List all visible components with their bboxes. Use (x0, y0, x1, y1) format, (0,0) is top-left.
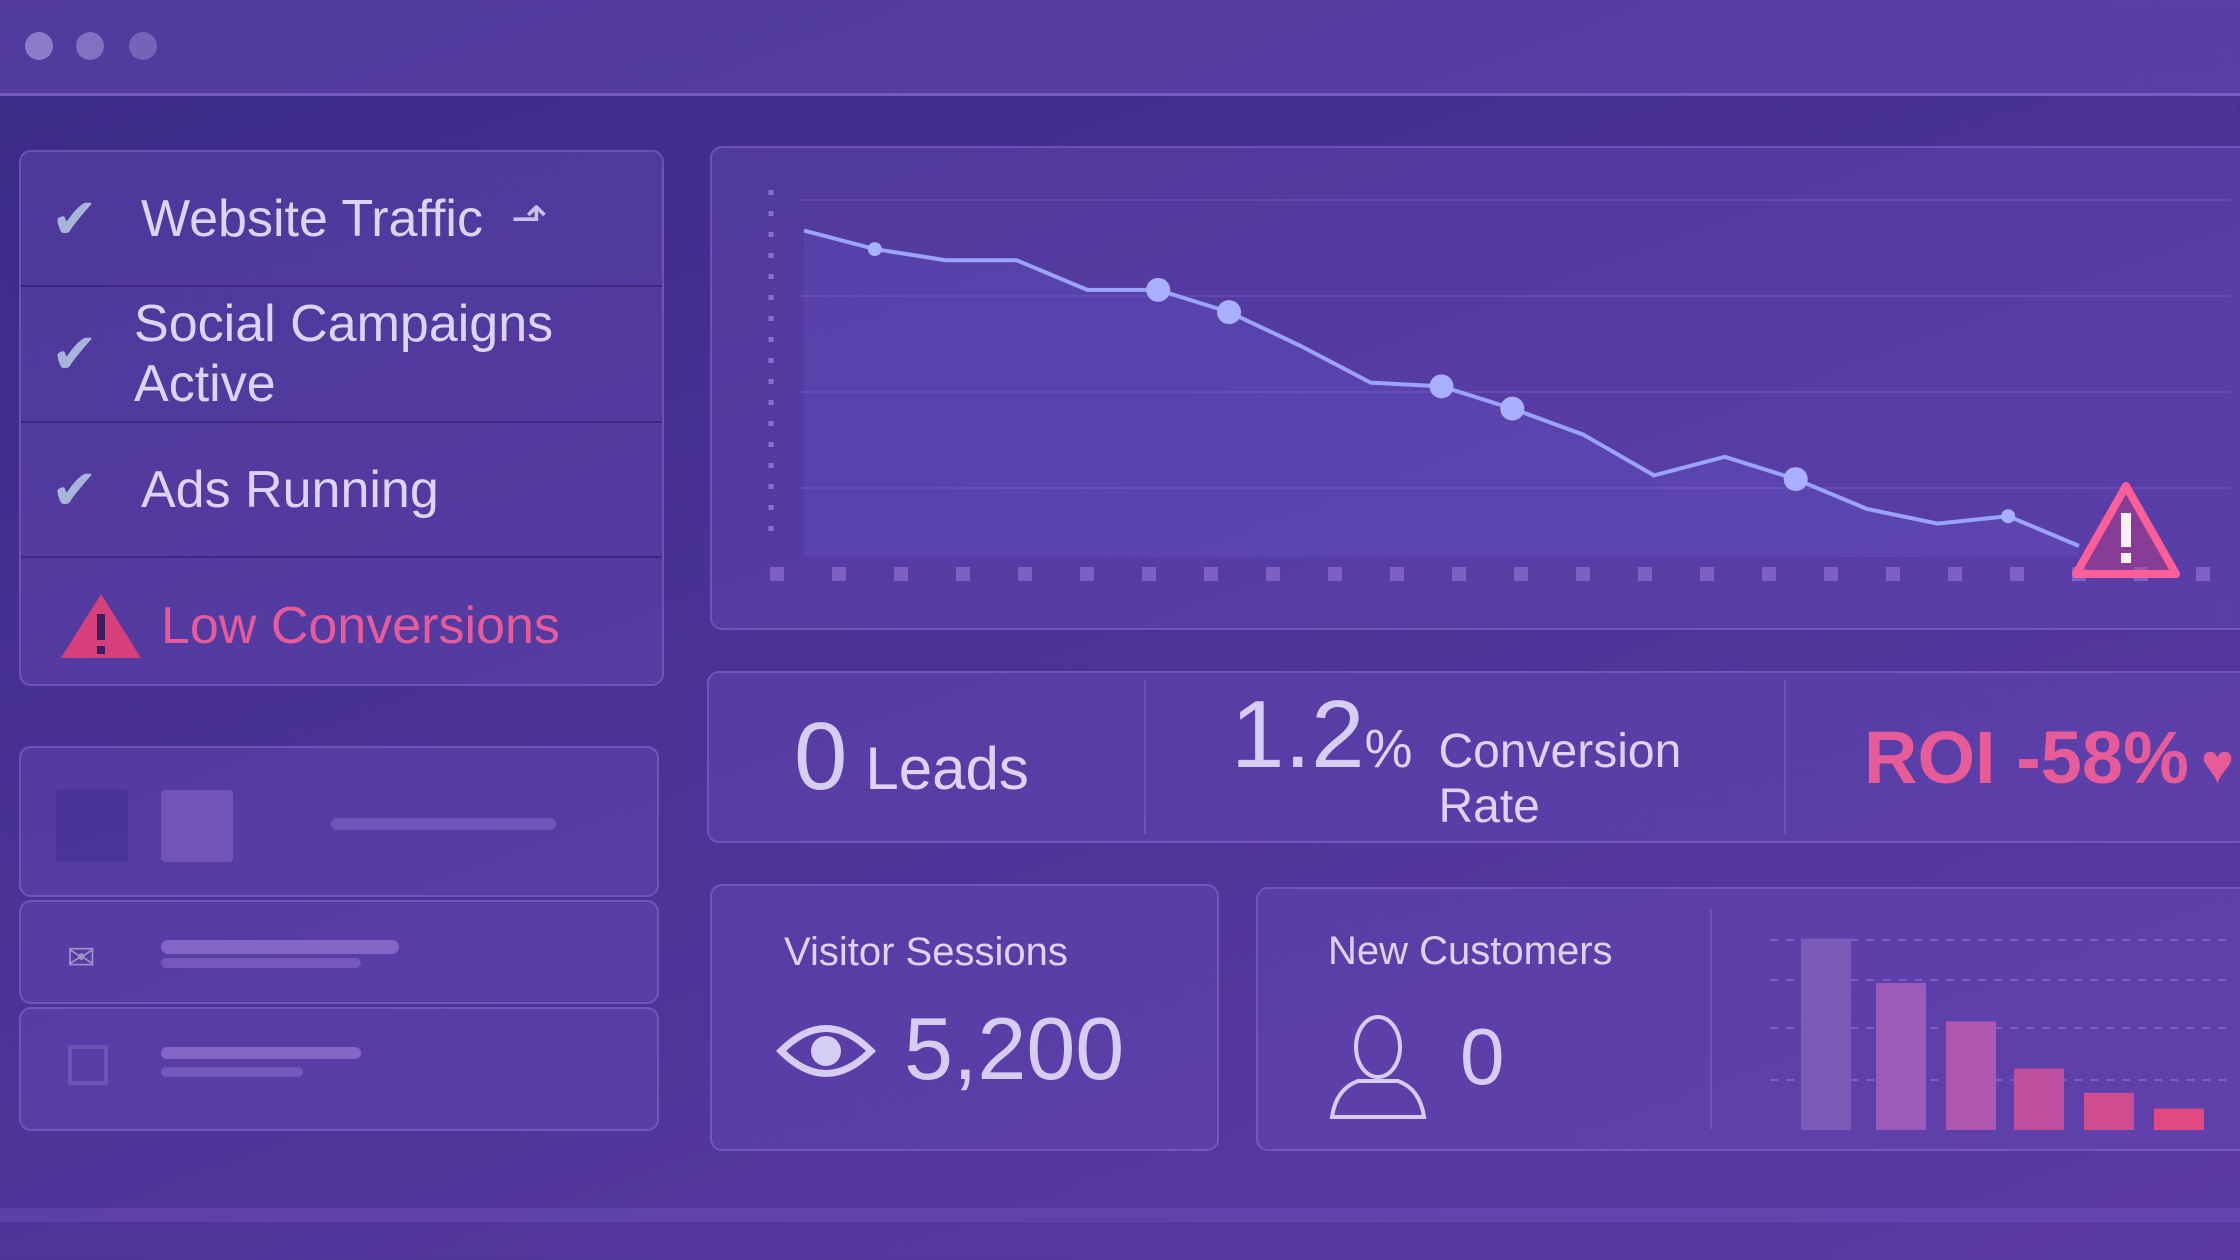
mail-icon: ✉ (67, 939, 96, 977)
trend-point (1429, 374, 1454, 399)
placeholder-block (56, 790, 128, 862)
bar (2084, 1092, 2134, 1130)
window-dot[interactable] (129, 32, 157, 60)
trend-point (1783, 467, 1808, 492)
alert-mark (2121, 553, 2131, 563)
status-text: Social Campaigns Active (134, 295, 554, 413)
status-row[interactable]: ✔ Social Campaigns Active (21, 287, 662, 423)
card-title: Visitor Sessions (784, 930, 1068, 974)
trend-panel (710, 146, 2240, 630)
person-icon (1329, 1015, 1427, 1119)
kpi-roi: ROI -58% ♥ (1786, 715, 2234, 800)
placeholder-card[interactable] (19, 1007, 659, 1131)
kpi-roi-text: ROI -58% (1864, 715, 2189, 799)
trend-icon: ⬏ (511, 194, 548, 243)
status-text: Low Conversions (161, 597, 560, 655)
kpi-label: Leads (865, 735, 1029, 802)
card-value: 0 (1460, 1012, 1505, 1101)
placeholder-line (331, 818, 556, 830)
trend-point (1500, 396, 1525, 421)
card-title: New Customers (1328, 929, 1613, 973)
bar (1801, 938, 1851, 1130)
heart-icon: ♥ (2200, 731, 2235, 795)
placeholder-line (161, 1067, 303, 1077)
bottom-band (0, 1208, 2240, 1222)
customers-card: New Customers 0 (1256, 887, 2240, 1151)
trend-point (1146, 277, 1171, 302)
placeholder-block (161, 790, 233, 862)
divider (1710, 909, 1712, 1129)
status-row[interactable]: Low Conversions (21, 558, 662, 684)
kpi-conversion: 1.2% Conversion Rate (1144, 680, 1786, 834)
alert-mark (2121, 513, 2131, 547)
placeholder-card[interactable]: ✉ (19, 900, 659, 1004)
kpi-strip: 0 Leads 1.2% Conversion Rate ROI -58% ♥ (707, 671, 2240, 843)
placeholder-line (161, 1047, 361, 1059)
check-icon: ✔ (51, 322, 98, 385)
status-list: ✔ Website Traffic ⬏ ✔ Social Campaigns Acti… (19, 150, 664, 686)
window-dot[interactable] (25, 32, 53, 60)
status-text: Website Traffic (141, 189, 483, 248)
kpi-value: 0 (794, 703, 848, 810)
checkbox-icon (68, 1045, 108, 1085)
bar (2154, 1108, 2204, 1130)
kpi-leads: 0 Leads (709, 702, 1144, 812)
visitor-card: Visitor Sessions 5,200 (710, 884, 1219, 1151)
status-row[interactable]: ✔ Website Traffic ⬏ (21, 152, 662, 287)
bar (1876, 982, 1926, 1130)
trend-point (867, 242, 882, 257)
window-dot[interactable] (76, 32, 104, 60)
bar (1946, 1021, 1996, 1130)
check-icon: ✔ (51, 186, 98, 250)
kpi-value: 1.2 (1231, 681, 1365, 788)
kpi-unit: % (1364, 719, 1413, 779)
bar (2014, 1068, 2064, 1130)
check-icon: ✔ (51, 457, 98, 521)
trend-point (1217, 300, 1241, 325)
status-text: Ads Running (141, 460, 439, 519)
placeholder-card (19, 746, 659, 897)
kpi-label: Conversion Rate (1438, 725, 1682, 833)
trend-point (2001, 509, 2016, 524)
placeholder-line (161, 940, 399, 954)
status-row[interactable]: ✔ Ads Running (21, 423, 662, 558)
warning-icon (61, 594, 141, 658)
eye-icon (776, 1025, 876, 1077)
title-bar (0, 0, 2240, 96)
card-value: 5,200 (904, 999, 1125, 1098)
placeholder-line (161, 958, 361, 968)
